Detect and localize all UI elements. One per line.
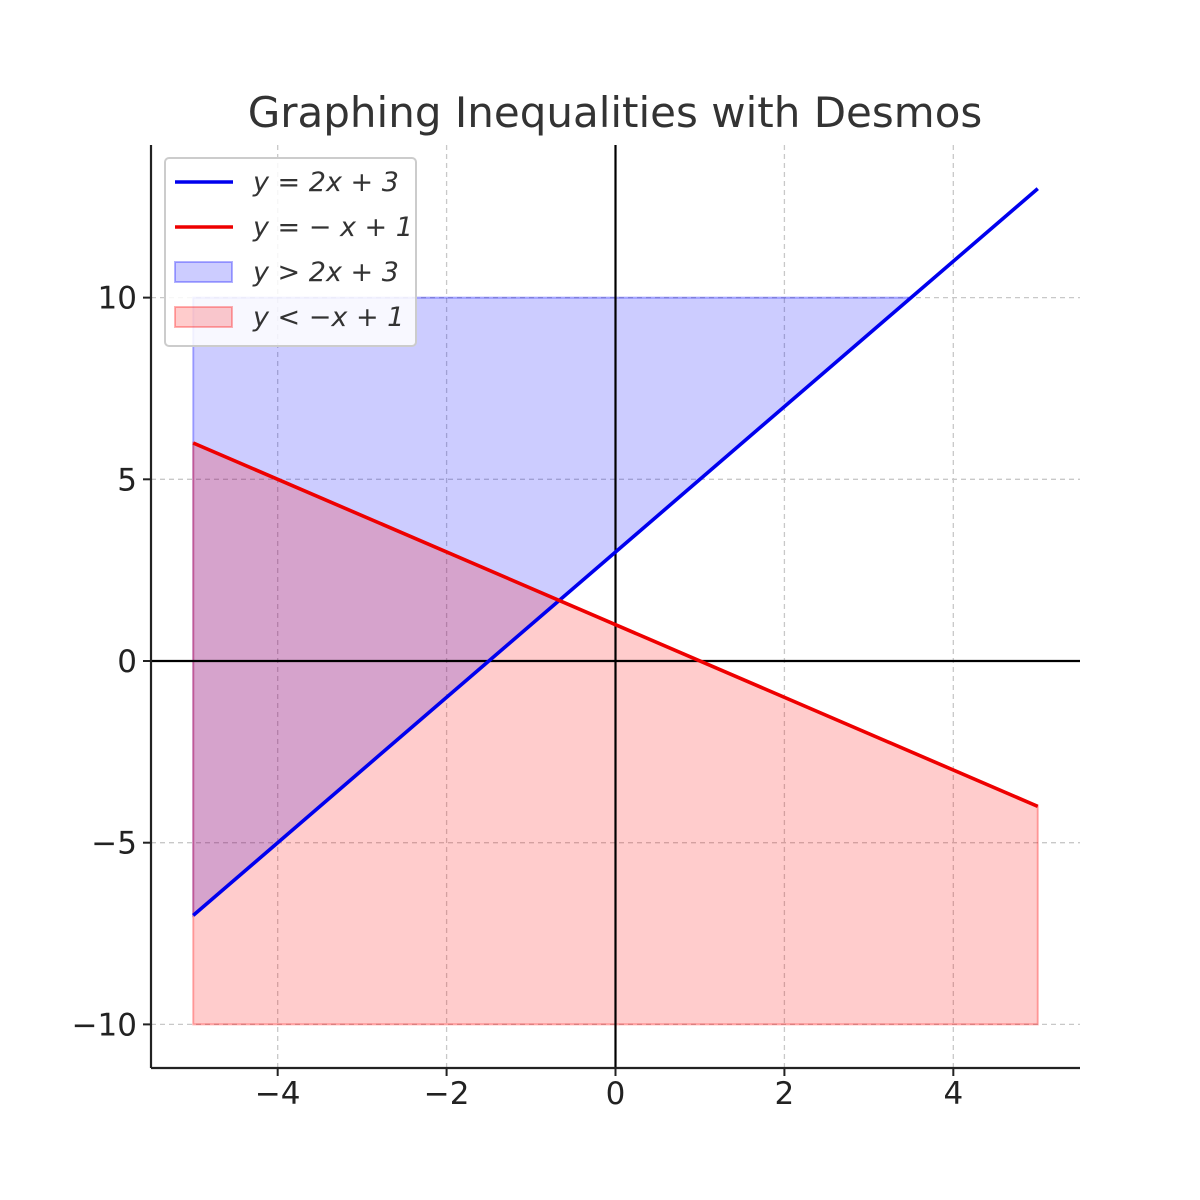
y-axis-ticks: −10 −5 0 5 10 xyxy=(72,281,151,1043)
y-tick-label-2: 0 xyxy=(117,644,137,680)
y-tick-label-3: 5 xyxy=(117,462,137,498)
series-line-0 xyxy=(192,187,1039,917)
x-tick-label-3: 2 xyxy=(775,1076,795,1112)
legend: y = 2x + 3 y = − x + 1 y > 2x + 3 y < −x + … xyxy=(164,157,417,347)
legend-label-1: y = − x + 1 xyxy=(252,212,413,243)
legend-swatch-2 xyxy=(174,261,233,283)
legend-label-2: y > 2x + 3 xyxy=(252,257,399,288)
legend-swatch-3 xyxy=(174,306,233,328)
y-tick-label-4: 10 xyxy=(98,281,137,317)
x-axis-ticks: −4 −2 0 2 4 xyxy=(255,1068,963,1112)
zero-axes xyxy=(151,145,1080,1068)
series-line-1 xyxy=(192,441,1039,809)
chart-title: Graphing Inequalities with Desmos xyxy=(248,88,983,137)
y-tick-label-0: −10 xyxy=(72,1007,137,1043)
x-tick-label-0: −4 xyxy=(255,1076,301,1112)
legend-label-0: y = 2x + 3 xyxy=(252,167,399,198)
legend-box xyxy=(164,157,417,347)
x-tick-label-2: 0 xyxy=(606,1076,626,1112)
legend-label-3: y < −x + 1 xyxy=(252,302,404,333)
boundary-lines xyxy=(192,187,1039,917)
x-tick-label-4: 4 xyxy=(943,1076,963,1112)
y-tick-label-1: −5 xyxy=(91,826,137,862)
x-tick-label-1: −2 xyxy=(424,1076,470,1112)
